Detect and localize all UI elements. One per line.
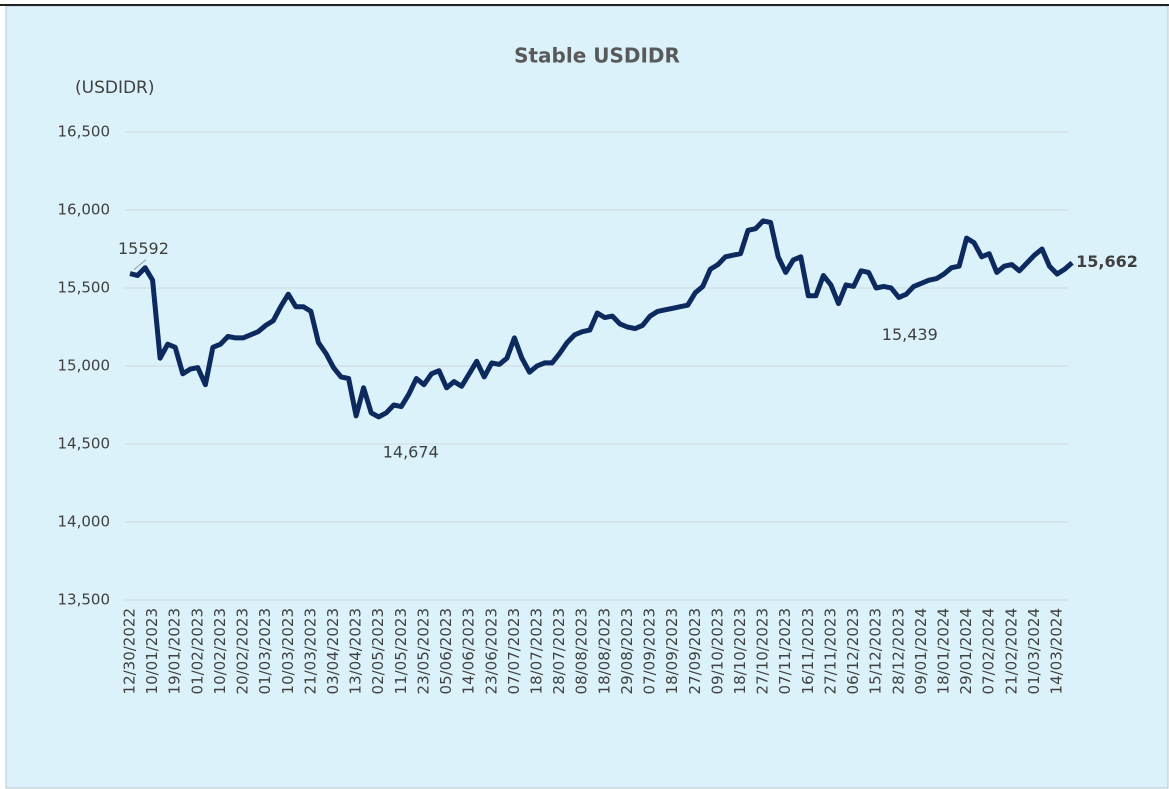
x-tick-label: 18/09/2023 <box>663 608 681 694</box>
x-tick-label: 20/02/2023 <box>234 608 252 694</box>
x-tick-label: 14/03/2024 <box>1048 608 1066 694</box>
x-tick-label: 29/08/2023 <box>618 608 636 694</box>
data-label: 15,662 <box>1076 252 1138 271</box>
x-tick-label: 23/05/2023 <box>414 608 432 694</box>
x-tick-label: 27/11/2023 <box>821 608 839 694</box>
x-tick-label: 08/08/2023 <box>573 608 591 694</box>
data-label: 15592 <box>118 239 169 258</box>
x-tick-label: 29/01/2024 <box>957 608 975 694</box>
x-tick-label: 15/12/2023 <box>867 608 885 694</box>
x-tick-label: 12/30/2022 <box>121 608 139 694</box>
data-line <box>129 218 1074 420</box>
x-tick-label: 07/02/2024 <box>980 608 998 694</box>
x-tick-label: 05/06/2023 <box>437 608 455 694</box>
x-tick-label: 16/11/2023 <box>799 608 817 694</box>
x-tick-label: 06/12/2023 <box>844 608 862 694</box>
chart-background <box>5 5 1169 789</box>
label-leader <box>133 259 147 271</box>
x-tick-label: 01/03/2024 <box>1025 608 1043 694</box>
x-tick-label: 14/06/2023 <box>460 608 478 694</box>
x-tick-label: 18/01/2024 <box>934 608 952 694</box>
x-tick-label: 27/10/2023 <box>754 608 772 694</box>
x-tick-label: 07/09/2023 <box>641 608 659 694</box>
y-tick-label: 16,500 <box>58 123 111 141</box>
x-tick-label: 07/07/2023 <box>505 608 523 694</box>
y-tick-label: 15,500 <box>58 279 111 297</box>
x-tick-label: 28/07/2023 <box>550 608 568 694</box>
x-tick-label: 03/04/2023 <box>324 608 342 694</box>
x-tick-label: 28/12/2023 <box>889 608 907 694</box>
x-tick-label: 07/11/2023 <box>776 608 794 694</box>
y-tick-label: 13,500 <box>58 591 111 609</box>
x-tick-label: 18/08/2023 <box>595 608 613 694</box>
x-tick-label: 01/02/2023 <box>188 608 206 694</box>
y-tick-label: 15,000 <box>58 357 111 375</box>
x-tick-label: 10/02/2023 <box>211 608 229 694</box>
y-tick-label: 14,000 <box>58 513 111 531</box>
x-tick-label: 27/09/2023 <box>686 608 704 694</box>
x-tick-label: 09/10/2023 <box>708 608 726 694</box>
x-tick-label: 13/04/2023 <box>347 608 365 694</box>
data-label: 14,674 <box>383 442 439 461</box>
x-tick-label: 21/03/2023 <box>301 608 319 694</box>
data-label: 15,439 <box>882 325 938 344</box>
y-axis-label: (USDIDR) <box>75 78 155 98</box>
x-tick-label: 18/10/2023 <box>731 608 749 694</box>
x-tick-label: 09/01/2024 <box>912 608 930 694</box>
x-tick-label: 10/03/2023 <box>279 608 297 694</box>
y-tick-label: 16,000 <box>58 201 111 219</box>
x-tick-label: 01/03/2023 <box>256 608 274 694</box>
x-tick-label: 02/05/2023 <box>369 608 387 694</box>
x-tick-label: 11/05/2023 <box>392 608 410 694</box>
x-tick-label: 18/07/2023 <box>527 608 545 694</box>
y-tick-label: 14,500 <box>58 435 111 453</box>
chart-title: Stable USDIDR <box>514 44 680 68</box>
x-tick-label: 23/06/2023 <box>482 608 500 694</box>
x-tick-label: 21/02/2024 <box>1002 608 1020 694</box>
x-tick-label: 10/01/2023 <box>143 608 161 694</box>
x-tick-label: 19/01/2023 <box>166 608 184 694</box>
